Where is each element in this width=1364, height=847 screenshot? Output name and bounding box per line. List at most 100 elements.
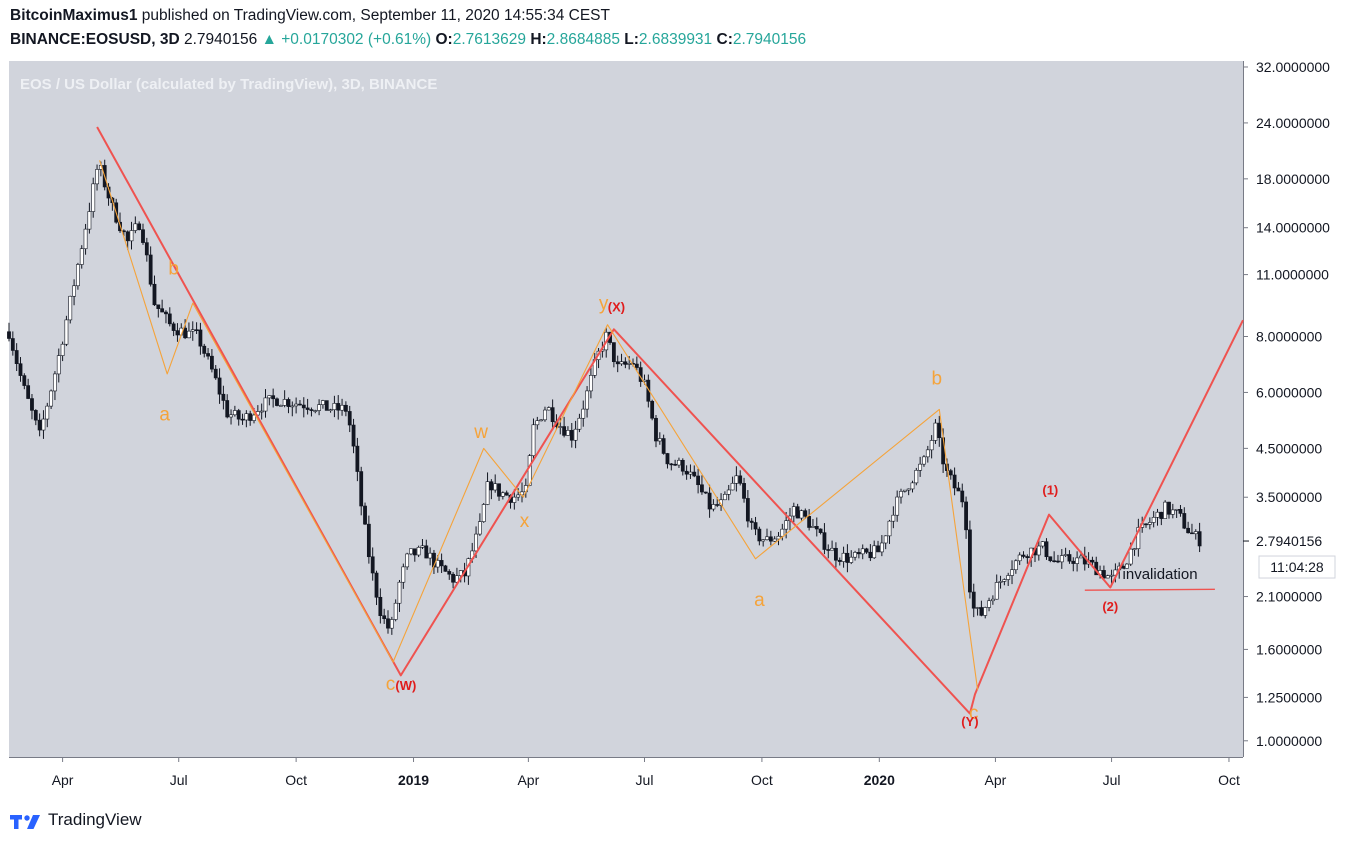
candle-body — [278, 405, 283, 407]
candle-body — [795, 506, 800, 519]
candle-body — [1013, 560, 1018, 571]
candle-body — [680, 459, 685, 472]
candle-body — [1090, 559, 1095, 563]
candle — [680, 458, 685, 476]
author-name[interactable]: BitcoinMaximus1 — [10, 7, 138, 24]
candle-body — [386, 618, 390, 629]
candle — [1013, 559, 1018, 574]
candle-body — [7, 331, 11, 339]
candle-body — [937, 422, 942, 439]
candle — [853, 550, 857, 561]
candle-body — [688, 471, 693, 475]
candle-body — [56, 355, 61, 375]
candle — [1159, 511, 1164, 526]
price-chart[interactable]: EOS / US Dollar (calculated by TradingVi… — [0, 0, 1364, 800]
candle — [749, 518, 754, 530]
candle — [144, 237, 149, 262]
candle-body — [749, 520, 754, 523]
candle — [700, 475, 704, 495]
candle — [141, 223, 145, 245]
publish-info: BitcoinMaximus1 published on TradingView… — [10, 7, 610, 25]
candle — [213, 365, 218, 380]
candle — [30, 393, 34, 420]
time-tick-label: Oct — [751, 772, 773, 788]
candle-body — [236, 410, 241, 420]
wave-label: a — [754, 590, 765, 611]
candle — [948, 468, 953, 480]
candle-body — [531, 424, 536, 456]
price-tick-label: 6.0000000 — [1256, 384, 1322, 400]
open-value: 2.7613629 — [452, 31, 526, 48]
candle — [1075, 551, 1080, 572]
candle — [305, 398, 310, 415]
candle — [879, 535, 884, 557]
candle — [1002, 578, 1007, 586]
candle-body — [761, 539, 766, 542]
candle-body — [811, 526, 815, 528]
candle-body — [83, 228, 88, 250]
candle — [10, 331, 15, 356]
candle-body — [646, 379, 651, 402]
candle-body — [504, 492, 509, 496]
candle-body — [275, 398, 279, 406]
candle-body — [1178, 509, 1183, 514]
candle — [983, 606, 988, 619]
candle-body — [987, 600, 991, 608]
candle — [933, 419, 938, 444]
candle — [585, 386, 589, 418]
candle-body — [26, 385, 31, 399]
wave-label: x — [520, 511, 530, 532]
candle-body — [784, 520, 789, 530]
candle — [669, 462, 674, 471]
candle-body — [60, 343, 65, 356]
candle — [41, 410, 46, 439]
candle — [566, 426, 570, 436]
candle-body — [474, 533, 478, 552]
candle-body — [738, 475, 743, 484]
candle-body — [72, 285, 76, 297]
candle-body — [389, 619, 394, 629]
candle-body — [673, 463, 678, 466]
candle — [397, 579, 402, 612]
candle-body — [298, 403, 302, 406]
candle — [152, 275, 157, 306]
candle — [332, 395, 337, 418]
candle — [615, 355, 620, 373]
candle — [45, 402, 50, 428]
candle-body — [853, 552, 857, 558]
candle-body — [1170, 509, 1175, 515]
candle-body — [780, 528, 785, 537]
candle — [634, 356, 639, 371]
candle-body — [1109, 574, 1114, 577]
candle-body — [267, 395, 272, 399]
wave-label: b — [931, 368, 942, 389]
candle — [826, 544, 831, 559]
candle — [405, 552, 410, 570]
candle-body — [990, 598, 995, 602]
candle-body — [677, 459, 681, 466]
candle-body — [1193, 531, 1198, 535]
candle-body — [282, 399, 287, 406]
candle — [1010, 560, 1014, 585]
price-tick-label: 2.1000000 — [1256, 589, 1322, 605]
wave-label: (W) — [395, 678, 416, 693]
candle-body — [133, 223, 138, 231]
candle-body — [190, 329, 195, 332]
candle — [240, 413, 245, 425]
candle — [190, 321, 195, 341]
candle — [543, 406, 547, 422]
candle-body — [366, 523, 371, 558]
candle-body — [753, 522, 758, 530]
candle — [998, 575, 1003, 589]
candle-body — [883, 535, 888, 544]
candle-body — [700, 484, 704, 493]
wave-label: b — [168, 259, 179, 280]
candle-body — [975, 607, 980, 609]
candle-body — [424, 545, 429, 559]
candle-body — [22, 375, 27, 386]
candle-body — [500, 492, 505, 497]
candle-body — [535, 420, 540, 426]
candle-body — [543, 409, 547, 421]
candle — [539, 419, 544, 422]
candle — [952, 467, 957, 496]
